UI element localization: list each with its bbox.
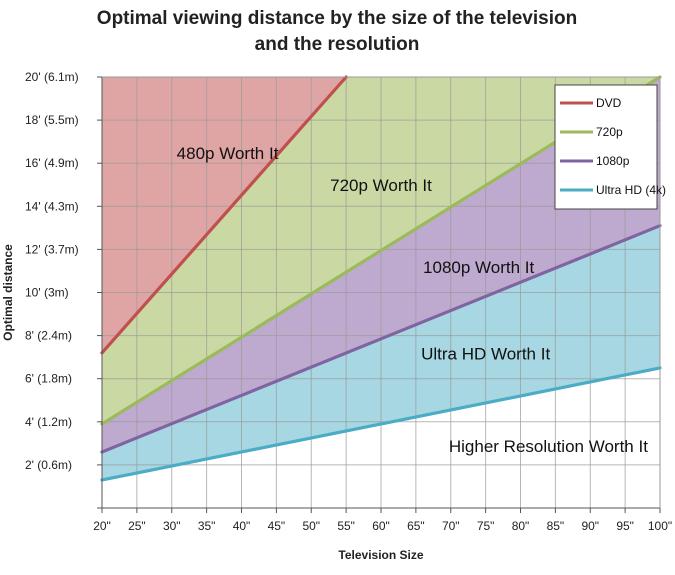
x-tick-label: 55" [337, 519, 355, 533]
x-tick-label: 40" [233, 519, 251, 533]
x-tick-label: 85" [547, 519, 565, 533]
x-tick-label: 60" [372, 519, 390, 533]
uhd-line [100, 366, 662, 482]
region-label: Higher Resolution Worth It [449, 437, 648, 456]
x-tick-label: 20" [93, 519, 111, 533]
x-tick-label: 100" [648, 519, 672, 533]
x-tick-label: 35" [198, 519, 216, 533]
y-tick-label: 2' (0.6m) [25, 458, 72, 472]
x-tick-label: 70" [442, 519, 460, 533]
chart-title-line: Optimal viewing distance by the size of … [97, 8, 577, 29]
x-tick-label: 75" [477, 519, 495, 533]
chart-title: Optimal viewing distance by the size of … [97, 8, 577, 55]
legend-entry: DVD [596, 96, 622, 110]
x-tick-label: 95" [616, 519, 634, 533]
y-tick-label: 16' (4.9m) [25, 156, 79, 170]
y-tick-label: 8' (2.4m) [25, 329, 72, 343]
x-tick-label: 65" [407, 519, 425, 533]
region-label: 480p Worth It [177, 144, 279, 163]
region-label: 720p Worth It [330, 176, 432, 195]
1080p-line [100, 224, 662, 454]
y-tick-label: 20' (6.1m) [25, 70, 79, 84]
x-axis-title: Television Size [338, 548, 423, 562]
legend-entry: 720p [596, 125, 623, 139]
y-tick-label: 10' (3m) [25, 286, 69, 300]
legend: DVD 720p 1080p Ultra HD (4k) [554, 84, 666, 210]
legend-entry: Ultra HD (4k) [596, 183, 666, 197]
legend-entry: 1080p [596, 154, 630, 168]
x-tick-label: 80" [512, 519, 530, 533]
axes: 2' (0.6m) 4' (1.2m) 6' (1.8m) 8' (2.4m) 10' … [1, 70, 672, 562]
region-label: 1080p Worth It [423, 258, 534, 277]
x-tick-label: 30" [163, 519, 181, 533]
y-axis-title: Optimal distance [1, 244, 15, 341]
dvd-line [100, 75, 348, 355]
y-tick-label: 6' (1.8m) [25, 372, 72, 386]
legend-box [554, 84, 658, 210]
y-tick-label: 18' (5.5m) [25, 113, 79, 127]
x-tick-label: 45" [268, 519, 286, 533]
y-tick-label: 4' (1.2m) [25, 415, 72, 429]
x-tick-label: 50" [302, 519, 320, 533]
y-tick-label: 14' (4.3m) [25, 199, 79, 213]
region-labels: 480p Worth It 720p Worth It 1080p Worth It… [177, 144, 649, 456]
x-tick-label: 90" [581, 519, 599, 533]
x-tick-label: 25" [128, 519, 146, 533]
chart-title-line: and the resolution [255, 34, 420, 55]
region-label: Ultra HD Worth It [421, 344, 550, 363]
y-tick-label: 12' (3.7m) [25, 242, 79, 256]
